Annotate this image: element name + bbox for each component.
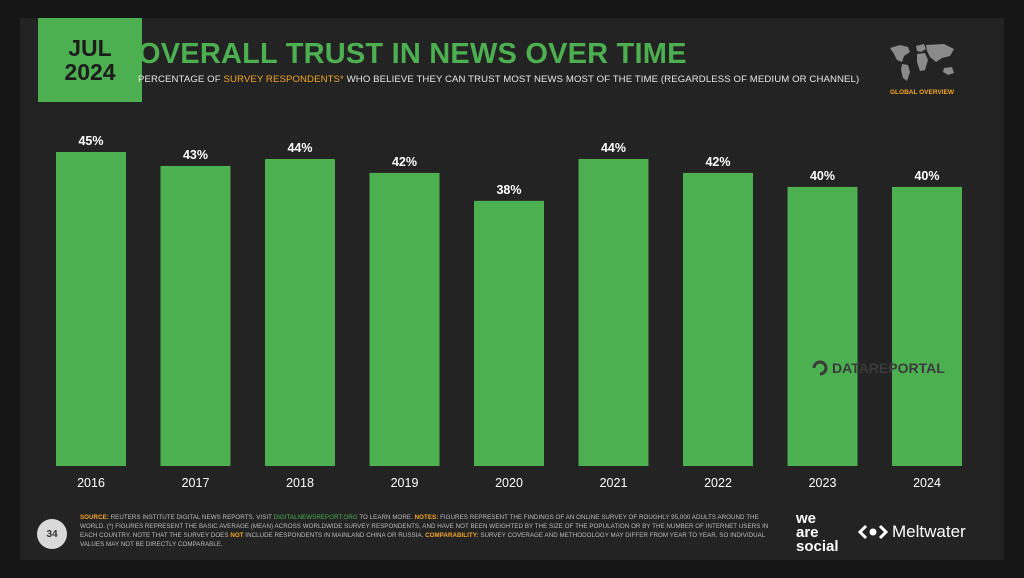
bar-2024 [892,186,962,466]
value-label-2021: 44% [601,141,626,155]
bar-2021 [578,158,649,466]
source-link[interactable]: DIGITALNEWSREPORT.ORG [273,514,358,521]
value-label-2024: 40% [914,169,939,183]
date-month: JUL [68,35,112,61]
we-are-social-logo: we are social [796,510,839,555]
bar-2020 [474,200,544,466]
category-label-2024: 2024 [913,476,941,490]
bar-chart: 45% 43% 44% 42% 38% 44% 42% 40% 40% 2016 2017 2018… [56,134,962,490]
category-label-2021: 2021 [600,476,628,490]
bar-2022 [683,172,753,466]
value-label-2022: 42% [705,155,730,169]
bar-2018 [265,158,335,466]
logo-line-2: are [796,524,819,541]
category-label-2018: 2018 [286,476,314,490]
date-year: 2024 [64,59,116,85]
date-badge: JUL 2024 [38,18,142,102]
category-label-2023: 2023 [809,476,837,490]
comparability-label: COMPARABILITY: [425,532,479,539]
meltwater-logo-icon [858,524,888,540]
meltwater-logo-text: Meltwater [892,522,966,541]
value-label-2016: 45% [78,134,103,148]
value-label-2023: 40% [810,169,835,183]
region-label: GLOBAL OVERVIEW [890,89,955,96]
chart-subtitle: PERCENTAGE OF SURVEY RESPONDENTS* WHO BE… [138,74,859,85]
bar-2023 [787,186,858,466]
notes-label: NOTES: [414,514,439,521]
value-label-2020: 38% [496,183,521,197]
logo-line-3: social [796,538,839,555]
category-label-2017: 2017 [182,476,210,490]
notes-text: FIGURES REPRESENT THE FINDINGS OF AN ONL… [80,514,769,539]
logo-line-1: we [796,510,817,527]
notes-not: NOT [230,532,244,539]
meltwater-logo: Meltwater [858,522,966,542]
comparability-text: SURVEY COVERAGE AND METHODOLOGY MAY DIFF… [80,532,766,548]
category-label-2022: 2022 [704,476,732,490]
watermark-text: DATAREPORTAL [832,360,945,376]
page-number: 34 [37,519,67,549]
category-label-2016: 2016 [77,476,105,490]
footer-notes: SOURCE: REUTERS INSTITUTE DIGITAL NEWS R… [80,513,770,549]
source-post: TO LEARN MORE. [357,514,415,521]
datareportal-watermark: DATAREPORTAL [812,360,945,376]
bar-2019 [369,172,440,466]
notes-post: INCLUDE RESPONDENTS IN MAINLAND CHINA OR… [243,532,426,539]
value-label-2019: 42% [392,155,417,169]
slide: JUL 2024 OVERALL TRUST IN NEWS OVER TIME… [20,18,1004,560]
source-label: SOURCE: [80,514,109,521]
datareportal-logo-icon [812,360,828,376]
bar-2016 [56,152,126,466]
category-label-2019: 2019 [391,476,419,490]
value-label-2018: 44% [287,141,312,155]
source-text: REUTERS INSTITUTE DIGITAL NEWS REPORTS. … [108,514,274,521]
subtitle-highlight: SURVEY RESPONDENTS* [223,74,344,85]
subtitle-pre: PERCENTAGE OF [138,74,224,85]
value-label-2017: 43% [183,148,208,162]
world-map-icon [890,44,954,81]
bar-2017 [160,165,231,466]
category-label-2020: 2020 [495,476,523,490]
chart-title: OVERALL TRUST IN NEWS OVER TIME [138,38,687,70]
subtitle-post: WHO BELIEVE THEY CAN TRUST MOST NEWS MOS… [343,74,860,85]
